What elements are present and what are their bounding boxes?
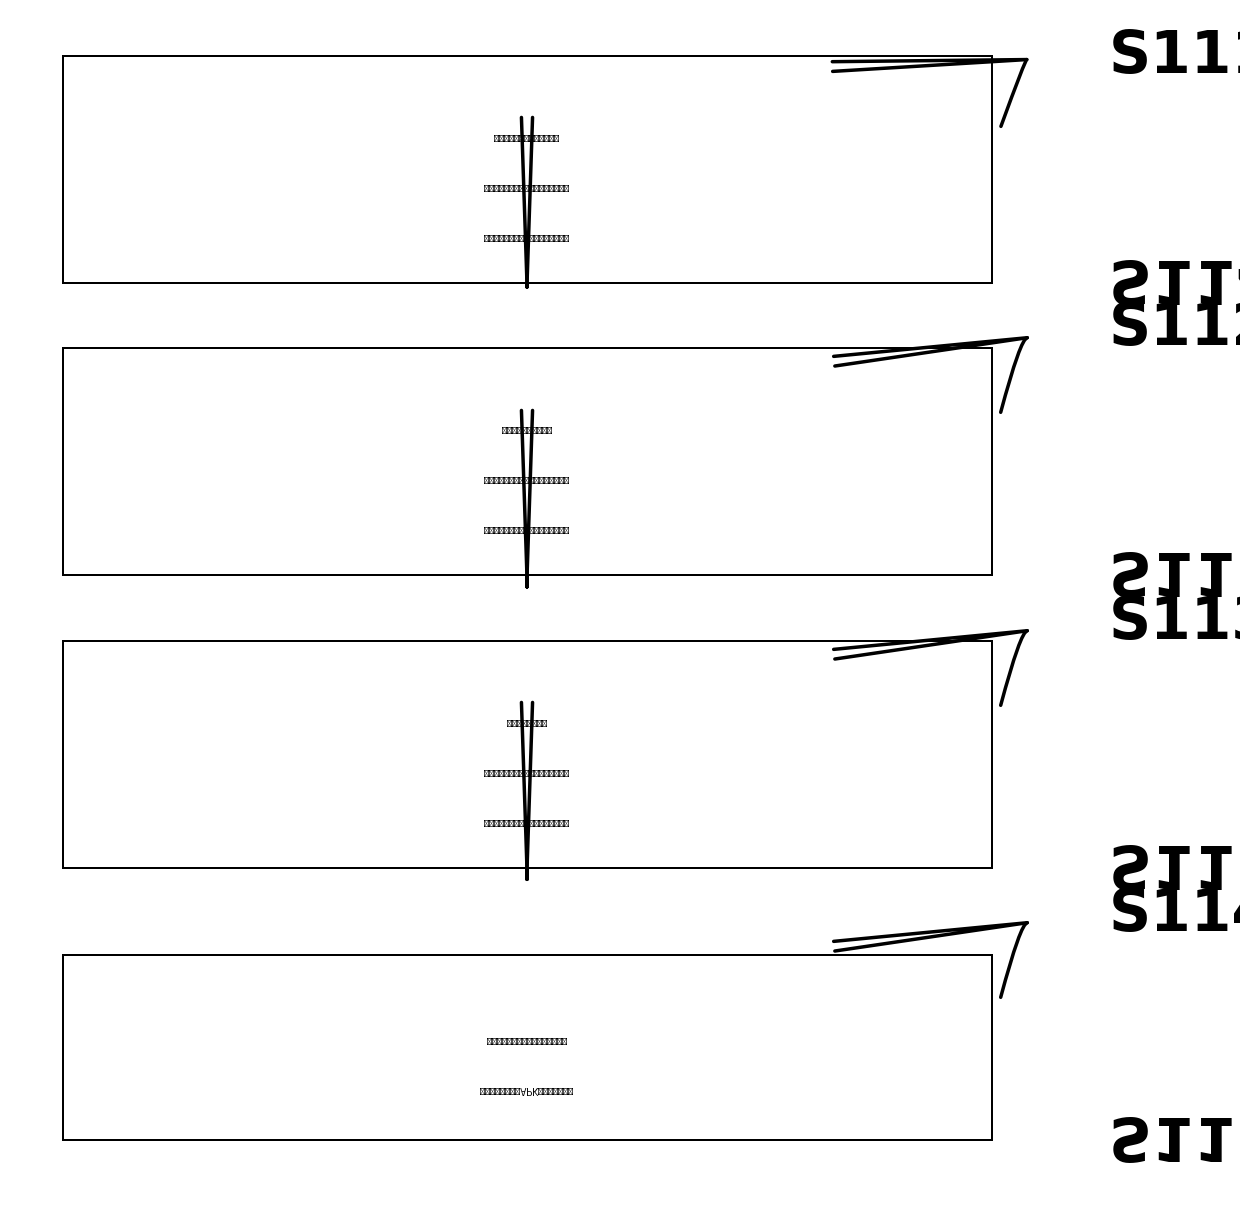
Text: S111: S111 <box>1109 29 1240 86</box>
Text: S112: S112 <box>1109 301 1240 358</box>
Text: S113: S113 <box>1109 593 1240 650</box>
Text: S114: S114 <box>1109 885 1240 942</box>
